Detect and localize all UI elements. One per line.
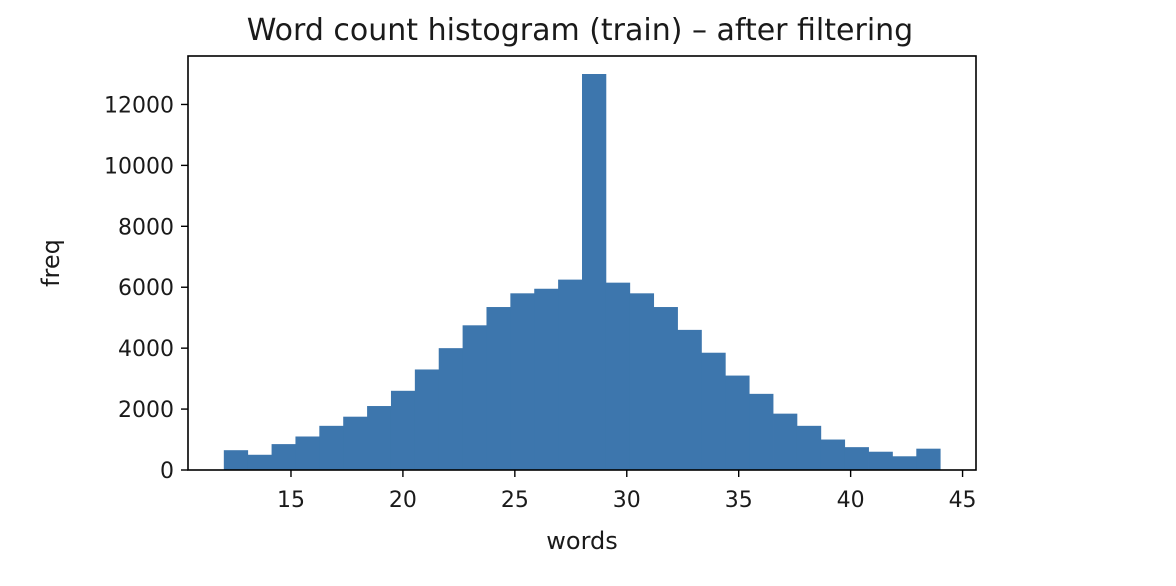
bars-group [223,74,941,470]
histogram-bar [605,282,631,470]
histogram-bar [462,325,487,470]
histogram-bar [390,390,416,470]
histogram-bar [558,279,583,470]
histogram-bar [247,454,272,470]
histogram-bar [701,352,726,470]
histogram-bar [773,413,798,470]
histogram-bar [629,293,655,470]
y-tick-label: 2000 [118,398,174,423]
histogram-bar [414,369,440,470]
y-axis-ticks: 0 2000 4000 6000 8000 10000 12000 [104,93,188,484]
x-axis-ticks: 15 20 25 30 35 40 45 [277,470,977,513]
x-tick-label: 15 [277,488,305,513]
y-tick-label: 12000 [104,93,174,118]
histogram-bar [486,307,511,470]
histogram-bar [223,450,249,470]
histogram-bar [438,348,464,470]
histogram-bar [725,375,750,470]
histogram-bar [796,425,822,470]
y-tick-label: 4000 [118,337,174,362]
histogram-bar [868,451,893,470]
chart-title: Word count histogram (train) – after fil… [247,13,913,48]
x-tick-label: 40 [837,488,865,513]
y-tick-label: 6000 [118,276,174,301]
histogram-bar [653,307,678,470]
x-tick-label: 20 [389,488,417,513]
histogram-bar [295,436,320,470]
y-tick-label: 0 [160,459,174,484]
y-axis-label: freq [37,239,65,287]
histogram-bar [534,288,559,470]
histogram-bar [892,456,917,470]
x-axis-label: words [546,527,618,555]
histogram-bar [582,74,607,470]
x-tick-label: 45 [949,488,977,513]
histogram-bar [844,447,869,470]
plot-frame [187,55,977,471]
histogram-bar [343,416,368,470]
histogram-bar [510,293,535,470]
histogram-bar [820,439,846,470]
histogram-bar [677,329,702,470]
x-tick-label: 30 [613,488,641,513]
histogram-bar [916,448,941,470]
histogram-bar [271,444,296,470]
histogram-bar [749,393,774,470]
histogram-bar [319,425,344,470]
y-tick-label: 8000 [118,215,174,240]
x-tick-label: 25 [501,488,529,513]
y-tick-label: 10000 [104,154,174,179]
x-tick-label: 35 [725,488,753,513]
histogram-bar [367,406,392,470]
